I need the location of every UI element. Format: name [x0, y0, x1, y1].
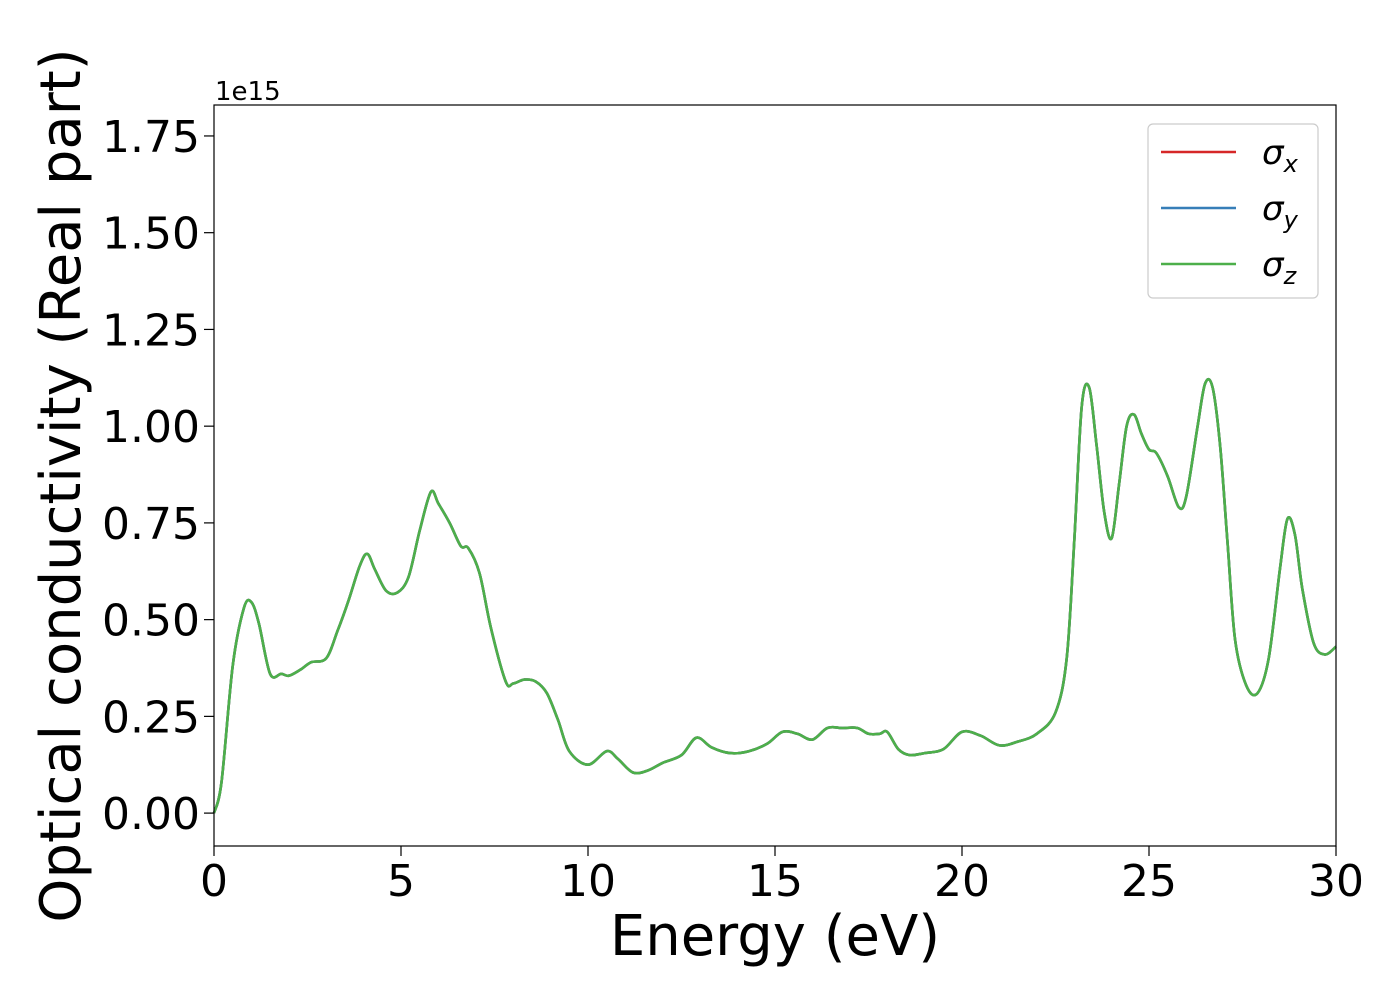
y-tick-label: 0.75	[102, 499, 200, 550]
y-tick-label: 0.25	[102, 692, 200, 743]
y-tick-label: 1.25	[102, 305, 200, 356]
y-axis-label: Optical conductivity (Real part)	[29, 48, 94, 922]
x-tick-label: 25	[1121, 856, 1177, 907]
x-tick-label: 10	[560, 856, 616, 907]
y-tick-label: 0.00	[102, 789, 200, 840]
y-tick-label: 1.75	[102, 112, 200, 163]
series-line-y	[212, 377, 1337, 814]
y-tick-label: 1.50	[102, 209, 200, 260]
y-tick-label: 1.00	[102, 402, 200, 453]
x-tick-label: 20	[934, 856, 990, 907]
x-axis-label: Energy (eV)	[610, 904, 940, 969]
series-line-x	[212, 377, 1337, 814]
legend-label-x: σx	[1262, 133, 1299, 178]
legend-label-z: σz	[1262, 245, 1298, 290]
series-layer	[212, 377, 1337, 814]
legend-box	[1147, 123, 1319, 299]
x-axis-ticks: 0 5 10 15 20 25 30	[200, 846, 1364, 907]
x-tick-label: 15	[747, 856, 803, 907]
y-axis-offset-text: 1e15	[215, 77, 281, 107]
y-axis-ticks: 0.00 0.25 0.50 0.75 1.00 1.25 1.50 1.75	[102, 112, 214, 840]
series-line-z	[212, 377, 1337, 814]
x-tick-label: 5	[387, 856, 415, 907]
x-tick-label: 30	[1308, 856, 1364, 907]
legend: σx σy σz	[1147, 123, 1319, 299]
y-tick-label: 0.50	[102, 596, 200, 647]
legend-label-y: σy	[1262, 189, 1299, 234]
x-tick-label: 0	[200, 856, 228, 907]
